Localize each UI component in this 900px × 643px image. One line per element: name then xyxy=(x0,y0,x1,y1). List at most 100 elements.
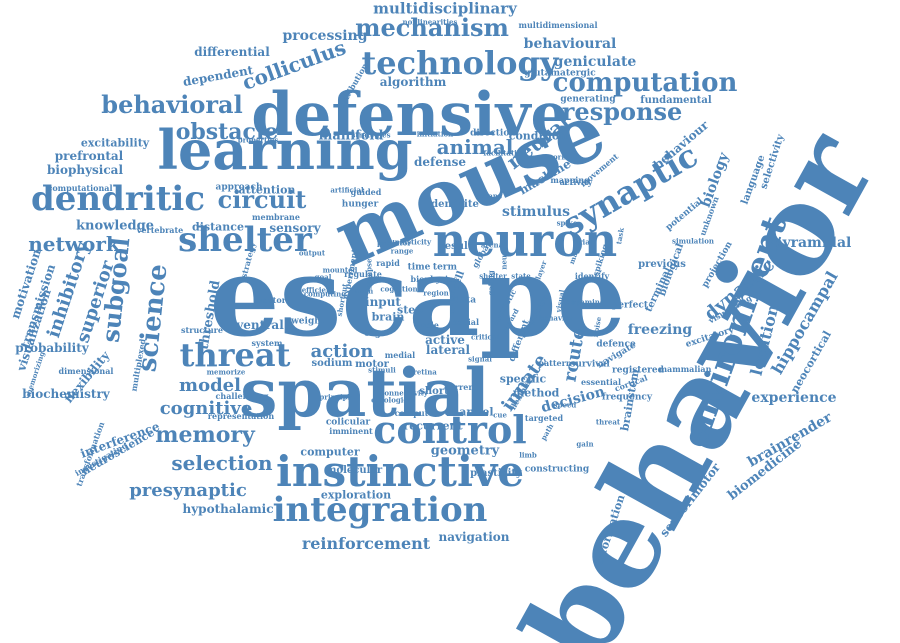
cloud-word: response xyxy=(561,97,683,126)
cloud-word: biochemistry xyxy=(22,387,110,401)
cloud-word: action xyxy=(310,341,374,362)
cloud-word: connectivity xyxy=(380,388,428,398)
cloud-word: presynaptic xyxy=(129,480,247,501)
cloud-word: obstacle xyxy=(175,119,279,145)
cloud-word: hunger xyxy=(341,199,379,210)
cloud-word: previous xyxy=(638,259,686,270)
cloud-word: prefrontal xyxy=(54,149,124,163)
cloud-word: control xyxy=(373,407,527,452)
cloud-word: step xyxy=(397,303,423,317)
cloud-word: efficient xyxy=(301,285,335,295)
cloud-word: medial xyxy=(384,350,416,360)
cloud-word: critical xyxy=(471,332,499,342)
cloud-word: memorize xyxy=(206,367,246,377)
cloud-word: stimulus xyxy=(501,204,571,220)
cloud-word: computer xyxy=(300,445,360,459)
cloud-word: multidisciplinary xyxy=(373,0,517,18)
cloud-word: defense xyxy=(414,155,466,169)
cloud-word: condition xyxy=(508,129,568,143)
cloud-word: geometry xyxy=(430,443,500,459)
cloud-word: brain xyxy=(371,310,405,324)
cloud-word: reinforcement xyxy=(301,534,431,553)
cloud-word: guided xyxy=(350,187,382,197)
cloud-word: gain xyxy=(576,439,594,449)
cloud-word: artificial xyxy=(330,185,364,195)
cloud-word: mounted xyxy=(322,265,358,275)
cloud-word: defence xyxy=(596,339,636,350)
cloud-word: perfect xyxy=(612,300,648,311)
cloud-word: input xyxy=(365,295,401,309)
cloud-word: instinctive xyxy=(275,447,525,496)
cloud-word: computing xyxy=(303,289,347,299)
cloud-word: generating xyxy=(560,94,616,105)
cloud-word: hypothalamic xyxy=(182,502,274,516)
cloud-word: multidimensional xyxy=(518,20,598,30)
cloud-word: attention xyxy=(238,183,296,197)
cloud-word: system xyxy=(251,338,283,348)
cloud-word: properties xyxy=(237,135,279,145)
cloud-word: vertebrate xyxy=(136,225,184,235)
cloud-word: role xyxy=(421,320,439,330)
cloud-word: retina xyxy=(413,367,437,377)
cloud-word: method xyxy=(512,386,560,400)
cloud-word: geniculate xyxy=(553,54,637,70)
cloud-word: pyramidal xyxy=(772,235,852,251)
cloud-word: identify xyxy=(574,271,610,281)
cloud-word: sodium xyxy=(311,358,353,369)
cloud-word: technology xyxy=(361,44,559,82)
cloud-word: escape xyxy=(209,232,627,361)
cloud-word: experience xyxy=(751,390,837,406)
cloud-word: limb xyxy=(519,450,537,460)
cloud-word: ventral xyxy=(236,318,284,332)
cloud-word: approach xyxy=(215,182,263,193)
cloud-word: short xyxy=(419,386,449,397)
cloud-word: framework xyxy=(523,152,567,162)
cloud-word: shelter xyxy=(178,220,312,260)
cloud-word: processing xyxy=(282,28,368,44)
cloud-word: nonlinearities xyxy=(402,17,458,27)
cloud-word: ethological xyxy=(371,395,415,405)
cloud-word: facilitation xyxy=(483,148,527,158)
cloud-word: channel xyxy=(444,405,494,419)
cloud-word: manifold xyxy=(318,128,384,144)
cloud-word: regulate xyxy=(344,269,382,279)
cloud-word: plasticity xyxy=(470,468,522,479)
cloud-word: structure xyxy=(181,325,223,335)
cloud-word: mammalian xyxy=(658,364,712,374)
cloud-word: network xyxy=(28,232,120,256)
cloud-word: excitability xyxy=(80,136,150,150)
cloud-word: spatial xyxy=(240,354,490,432)
cloud-word: cortex xyxy=(447,289,457,315)
cloud-word: computational xyxy=(47,183,113,193)
cloud-word: memory xyxy=(155,422,255,448)
cloud-word: spike xyxy=(556,218,578,228)
cloud-word: axon xyxy=(354,286,374,296)
cloud-word: behavioral xyxy=(101,90,243,119)
cloud-word: defensive xyxy=(251,80,569,150)
cloud-word: plasticity xyxy=(394,237,432,247)
cloud-word: selection xyxy=(171,451,273,475)
cloud-word: data xyxy=(453,295,477,306)
cloud-word: algorithm xyxy=(379,75,447,89)
cloud-word: cue xyxy=(493,410,507,420)
cloud-word: circuit xyxy=(217,185,307,214)
cloud-word: result xyxy=(439,241,473,252)
cloud-word: speed xyxy=(553,400,577,410)
cloud-word: goal xyxy=(314,272,332,282)
cloud-word: recurrent xyxy=(403,419,463,433)
cloud-word: specific xyxy=(499,372,547,386)
cloud-word: computation xyxy=(552,68,738,98)
cloud-word: vector xyxy=(258,295,286,305)
cloud-word: activity xyxy=(559,177,593,187)
cloud-word: simulation xyxy=(672,236,714,246)
cloud-word: neuron xyxy=(432,213,618,267)
cloud-word: differential xyxy=(194,45,270,59)
cloud-word: path xyxy=(538,422,556,442)
cloud-word: learning xyxy=(157,118,413,182)
cloud-word: trial xyxy=(575,237,593,247)
cloud-word: state xyxy=(511,271,531,281)
cloud-word: output xyxy=(298,248,326,258)
cloud-word: behavioural xyxy=(523,36,617,52)
cloud-word: integration xyxy=(272,490,488,530)
